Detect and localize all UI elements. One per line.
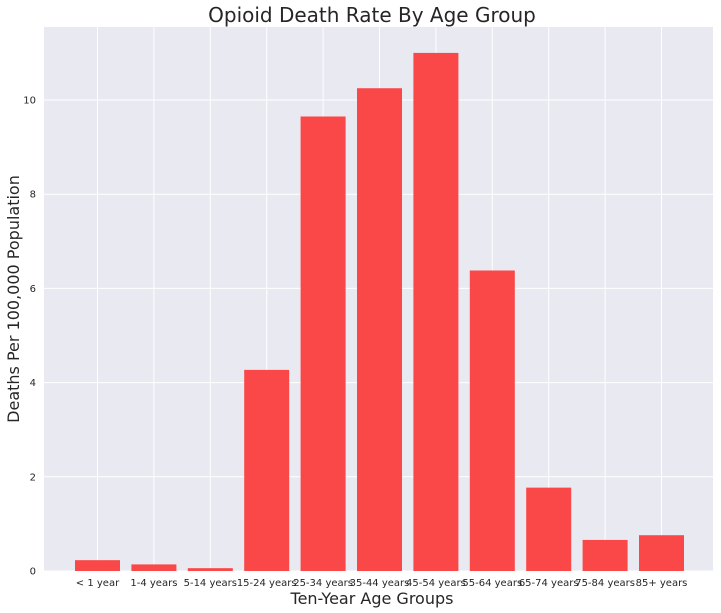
x-tick-labels: < 1 year 1-4 years 5-14 years 15-24 years25…: [76, 578, 688, 589]
bar-8: [526, 487, 572, 571]
bar-9: [582, 539, 628, 571]
vertical-gridlines: [97, 27, 662, 571]
bar-1: [131, 564, 177, 571]
x-tick-label: 15-24 years: [237, 578, 297, 589]
chart-title: Opioid Death Rate By Age Group: [208, 3, 536, 27]
x-tick-label: < 1 year: [76, 578, 120, 589]
bar-10: [639, 535, 684, 571]
x-tick-label: 85+ years: [636, 578, 688, 589]
bar-7: [469, 270, 515, 571]
y-tick-label: 6: [30, 284, 36, 295]
bar-6: [413, 52, 459, 571]
x-tick-label: 5-14 years: [184, 578, 237, 589]
y-axis-label: Deaths Per 100,000 Population: [4, 175, 23, 423]
y-tick-label: 8: [30, 190, 36, 201]
bar-5: [357, 88, 402, 572]
bar-2: [187, 568, 233, 571]
x-axis-label: Ten-Year Age Groups: [290, 589, 454, 608]
y-tick-label: 2: [30, 472, 36, 483]
x-tick-label: 1-4 years: [130, 578, 177, 589]
y-tick-label: 10: [23, 96, 36, 107]
x-tick-label: 45-54 years: [406, 578, 466, 589]
y-tick-label: 4: [30, 378, 36, 389]
bar-0: [75, 560, 120, 571]
bar-3: [244, 369, 290, 571]
bars: [75, 52, 684, 572]
x-tick-label: 35-44 years: [350, 578, 410, 589]
y-tick-label: 0: [30, 567, 36, 578]
x-tick-label: 75-84 years: [575, 578, 635, 589]
y-tick-labels: 0 2 4 6 8 10: [23, 96, 36, 578]
x-tick-label: 55-64 years: [462, 578, 522, 589]
bar-4: [300, 116, 346, 572]
x-tick-label: 65-74 years: [519, 578, 579, 589]
x-tick-label: 25-34 years: [293, 578, 353, 589]
